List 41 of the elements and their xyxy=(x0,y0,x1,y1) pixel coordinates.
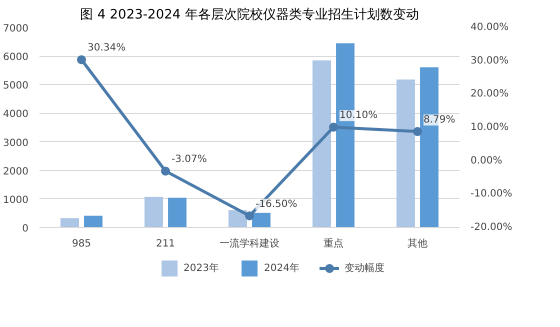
y-tick-label: 4000 xyxy=(3,109,29,120)
x-tick-label: 一流学科建设 xyxy=(220,238,280,250)
point xyxy=(161,166,170,176)
y2-tick-label: 40.00% xyxy=(470,22,509,33)
x-tick-label: 重点 xyxy=(324,238,344,250)
point xyxy=(245,211,254,220)
y2-tick-label: 30.00% xyxy=(470,55,509,66)
bar xyxy=(60,218,79,228)
x-tick-label: 其他 xyxy=(408,238,428,250)
y2-tick-label: -10.00% xyxy=(470,188,512,200)
data-label: 10.10% xyxy=(340,110,378,122)
data-label: -3.07% xyxy=(172,154,207,166)
data-label: -16.50% xyxy=(256,198,298,210)
bar xyxy=(168,198,186,228)
x-tick-label: 211 xyxy=(156,238,176,250)
y-tick-label: 6000 xyxy=(3,52,29,64)
y-tick-label: 1000 xyxy=(3,194,29,206)
bar xyxy=(84,216,102,228)
chart-title: 图 4 2023-2024 年各层次院校仪器类专业招生计划数变动 xyxy=(80,8,419,22)
x-tick-label: 985 xyxy=(72,238,92,250)
point xyxy=(329,122,338,132)
bar xyxy=(144,196,163,228)
point xyxy=(77,55,86,64)
y2-tick-label: 0.00% xyxy=(470,155,502,166)
y2-tick-label: 20.00% xyxy=(470,88,509,100)
y2-tick-label: 10.00% xyxy=(470,122,509,133)
data-label: 30.34% xyxy=(88,42,126,54)
legend-label: 2023年 xyxy=(184,262,219,275)
y-tick-label: 0 xyxy=(22,224,29,234)
bar xyxy=(252,212,270,228)
y-tick-label: 3000 xyxy=(3,138,29,149)
bar xyxy=(312,60,331,228)
legend-label: 变动幅度 xyxy=(344,262,384,275)
data-label: 8.79% xyxy=(424,114,456,126)
y-tick-label: 5000 xyxy=(3,80,29,92)
legend-label: 2024年 xyxy=(264,262,300,275)
y-tick-label: 2000 xyxy=(3,166,29,178)
bar xyxy=(396,80,415,228)
y2-tick-label: -20.00% xyxy=(470,222,512,233)
y-tick-label: 7000 xyxy=(3,24,29,34)
point xyxy=(413,127,422,136)
